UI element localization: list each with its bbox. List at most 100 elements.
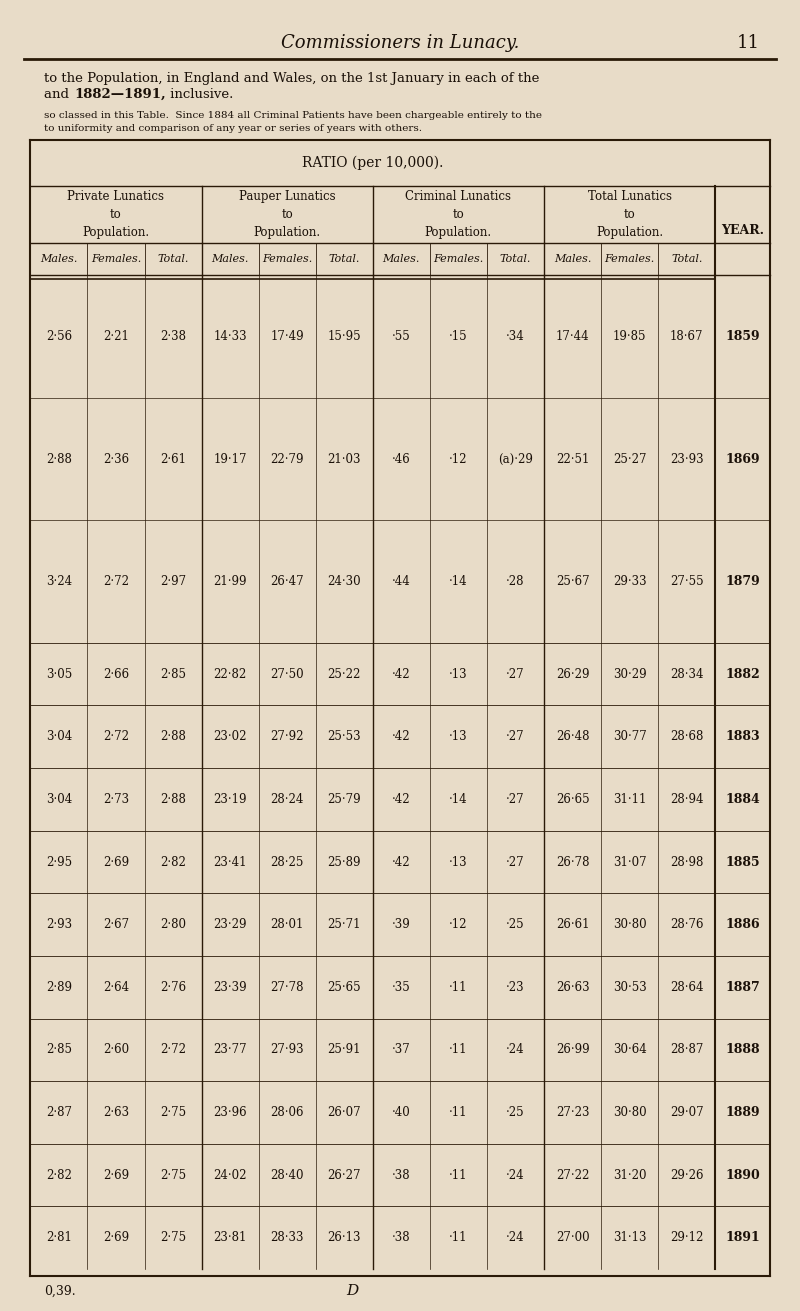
- Text: 3·05: 3·05: [46, 667, 72, 680]
- Text: 2·88: 2·88: [46, 452, 72, 465]
- Text: 11: 11: [737, 34, 759, 52]
- Text: 28·68: 28·68: [670, 730, 703, 743]
- Text: inclusive.: inclusive.: [166, 88, 233, 101]
- Text: ·13: ·13: [449, 667, 468, 680]
- Text: 31·07: 31·07: [613, 856, 646, 868]
- Text: ·14: ·14: [449, 576, 468, 589]
- Text: 30·29: 30·29: [613, 667, 646, 680]
- Text: 22·51: 22·51: [556, 452, 590, 465]
- Text: 1859: 1859: [725, 330, 760, 343]
- Text: so classed in this Table.  Since 1884 all Criminal Patients have been chargeable: so classed in this Table. Since 1884 all…: [44, 111, 542, 119]
- Text: 26·99: 26·99: [556, 1044, 590, 1057]
- Text: Private Lunatics
to
Population.: Private Lunatics to Population.: [67, 190, 165, 239]
- Text: 23·77: 23·77: [214, 1044, 247, 1057]
- Text: 1886: 1886: [725, 918, 760, 931]
- Text: 2·66: 2·66: [103, 667, 129, 680]
- Text: 26·27: 26·27: [327, 1168, 361, 1181]
- Text: 2·56: 2·56: [46, 330, 72, 343]
- Text: ·12: ·12: [449, 918, 468, 931]
- Text: RATIO (per 10,000).: RATIO (per 10,000).: [302, 156, 443, 170]
- Text: ·24: ·24: [506, 1231, 525, 1244]
- Text: and: and: [44, 88, 74, 101]
- Text: ·24: ·24: [506, 1044, 525, 1057]
- Text: 1888: 1888: [725, 1044, 760, 1057]
- Text: ·15: ·15: [449, 330, 468, 343]
- Text: ·27: ·27: [506, 793, 525, 806]
- Text: 26·65: 26·65: [556, 793, 590, 806]
- Text: ·38: ·38: [392, 1231, 410, 1244]
- Text: Males.: Males.: [382, 254, 420, 264]
- Text: 2·69: 2·69: [103, 1231, 129, 1244]
- Text: 2·87: 2·87: [46, 1106, 72, 1120]
- Text: Criminal Lunatics
to
Population.: Criminal Lunatics to Population.: [406, 190, 511, 239]
- Text: Total.: Total.: [158, 254, 189, 264]
- Text: Commissioners in Lunacy.: Commissioners in Lunacy.: [281, 34, 519, 52]
- Text: 23·81: 23·81: [214, 1231, 247, 1244]
- Text: 28·64: 28·64: [670, 981, 703, 994]
- Text: 25·67: 25·67: [556, 576, 590, 589]
- Text: 1869: 1869: [725, 452, 760, 465]
- Text: 2·61: 2·61: [160, 452, 186, 465]
- Text: 2·75: 2·75: [160, 1231, 186, 1244]
- Text: 25·53: 25·53: [327, 730, 361, 743]
- Text: ·27: ·27: [506, 730, 525, 743]
- Text: ·13: ·13: [449, 730, 468, 743]
- Text: ·46: ·46: [392, 452, 410, 465]
- Text: 25·79: 25·79: [327, 793, 361, 806]
- Text: 2·38: 2·38: [160, 330, 186, 343]
- Text: 19·85: 19·85: [613, 330, 646, 343]
- Text: Females.: Females.: [605, 254, 654, 264]
- Text: 28·06: 28·06: [270, 1106, 304, 1120]
- Text: 2·89: 2·89: [46, 981, 72, 994]
- Text: 18·67: 18·67: [670, 330, 703, 343]
- Text: 25·89: 25·89: [327, 856, 361, 868]
- Text: 28·76: 28·76: [670, 918, 703, 931]
- Text: Total.: Total.: [500, 254, 531, 264]
- Text: 1887: 1887: [725, 981, 760, 994]
- Text: 2·72: 2·72: [103, 730, 129, 743]
- Text: 23·93: 23·93: [670, 452, 703, 465]
- Text: ·55: ·55: [392, 330, 410, 343]
- Text: 28·94: 28·94: [670, 793, 703, 806]
- Text: 23·19: 23·19: [214, 793, 247, 806]
- Text: ·34: ·34: [506, 330, 525, 343]
- Text: 14·33: 14·33: [214, 330, 247, 343]
- Text: 27·78: 27·78: [270, 981, 304, 994]
- Text: ·39: ·39: [392, 918, 410, 931]
- Text: ·11: ·11: [449, 1106, 468, 1120]
- Text: Total.: Total.: [329, 254, 360, 264]
- Text: 27·93: 27·93: [270, 1044, 304, 1057]
- Text: 24·30: 24·30: [327, 576, 361, 589]
- Text: ·12: ·12: [449, 452, 468, 465]
- Text: 27·00: 27·00: [556, 1231, 590, 1244]
- Text: 30·64: 30·64: [613, 1044, 646, 1057]
- Text: 3·04: 3·04: [46, 730, 72, 743]
- Text: 2·72: 2·72: [103, 576, 129, 589]
- Text: 1891: 1891: [725, 1231, 760, 1244]
- Text: 25·65: 25·65: [327, 981, 361, 994]
- Text: 2·60: 2·60: [103, 1044, 129, 1057]
- Text: 28·87: 28·87: [670, 1044, 703, 1057]
- Text: 17·44: 17·44: [556, 330, 590, 343]
- Text: 25·71: 25·71: [327, 918, 361, 931]
- Text: 3·04: 3·04: [46, 793, 72, 806]
- Text: ·42: ·42: [392, 793, 410, 806]
- Text: 17·49: 17·49: [270, 330, 304, 343]
- Text: 2·67: 2·67: [103, 918, 129, 931]
- Text: 23·39: 23·39: [214, 981, 247, 994]
- Text: ·14: ·14: [449, 793, 468, 806]
- Text: 30·80: 30·80: [613, 1106, 646, 1120]
- Text: 2·69: 2·69: [103, 856, 129, 868]
- Text: 26·61: 26·61: [556, 918, 590, 931]
- Text: ·27: ·27: [506, 856, 525, 868]
- Text: 2·82: 2·82: [46, 1168, 72, 1181]
- Text: ·11: ·11: [449, 1168, 468, 1181]
- Text: ·28: ·28: [506, 576, 525, 589]
- Text: 2·85: 2·85: [160, 667, 186, 680]
- Text: Females.: Females.: [434, 254, 483, 264]
- Text: YEAR.: YEAR.: [721, 224, 764, 237]
- Text: ·11: ·11: [449, 1044, 468, 1057]
- Text: 2·95: 2·95: [46, 856, 72, 868]
- Text: 2·36: 2·36: [103, 452, 129, 465]
- Text: 26·63: 26·63: [556, 981, 590, 994]
